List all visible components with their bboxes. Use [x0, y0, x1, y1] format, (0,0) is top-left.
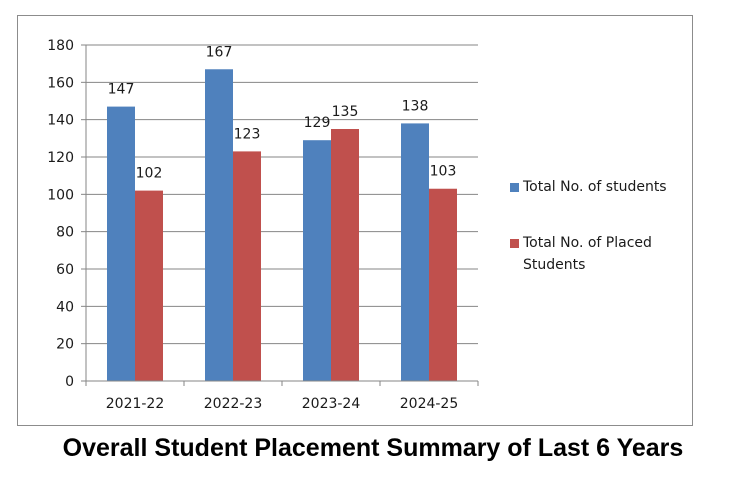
data-label: 147	[108, 82, 135, 98]
bar-series-2	[135, 190, 163, 381]
y-tick-label: 20	[56, 337, 74, 353]
y-tick-label: 60	[56, 262, 74, 278]
bar-chart: 0 20 40 60 80 100 120 140 160 180 2021-22 2022-23 20…	[47, 38, 479, 412]
data-label: 138	[402, 98, 429, 114]
bar-series-2	[233, 151, 261, 381]
bar-series-1	[107, 106, 135, 381]
y-tick-label: 160	[47, 75, 74, 91]
y-tick-label: 120	[47, 150, 74, 166]
legend-swatch-series-2	[510, 239, 519, 248]
chart-area: 0 20 40 60 80 100 120 140 160 180 2021-22 2022-23 20…	[17, 15, 693, 426]
data-label: 103	[430, 164, 457, 180]
chart-caption: Overall Student Placement Summary of Las…	[62, 434, 684, 462]
x-tick-label: 2024-25	[400, 396, 459, 412]
legend-item-series-1: Total No. of students	[510, 176, 693, 198]
data-labels: 147 167 129 138 102 123 135 103	[108, 44, 457, 181]
bar-series-1	[303, 140, 331, 381]
bar-series-2	[429, 188, 457, 381]
y-tick-label: 100	[47, 187, 74, 203]
y-tick-label: 0	[65, 374, 74, 390]
axes: 0 20 40 60 80 100 120 140 160 180 2021-22 2022-23 20…	[47, 38, 479, 412]
bar-series-1	[205, 69, 233, 381]
bars	[107, 69, 457, 382]
data-label: 123	[234, 126, 261, 142]
data-label: 129	[304, 115, 331, 131]
y-tick-label: 80	[56, 225, 74, 241]
x-tick-label: 2021-22	[106, 396, 165, 412]
data-label: 167	[206, 44, 233, 60]
data-label: 135	[332, 104, 359, 120]
bar-series-1	[401, 123, 429, 382]
legend-label-series-2: Total No. of Placed Students	[523, 235, 652, 273]
legend-item-series-2: Total No. of Placed Students	[510, 232, 693, 276]
y-tick-label: 180	[47, 38, 74, 54]
y-tick-label: 140	[47, 113, 74, 129]
legend-swatch-series-1	[510, 183, 519, 192]
data-label: 102	[136, 166, 163, 182]
legend-label-series-1: Total No. of students	[523, 179, 667, 195]
x-tick-label: 2023-24	[302, 396, 361, 412]
y-tick-label: 40	[56, 299, 74, 315]
x-tick-label: 2022-23	[204, 396, 263, 412]
bar-series-2	[331, 129, 359, 381]
